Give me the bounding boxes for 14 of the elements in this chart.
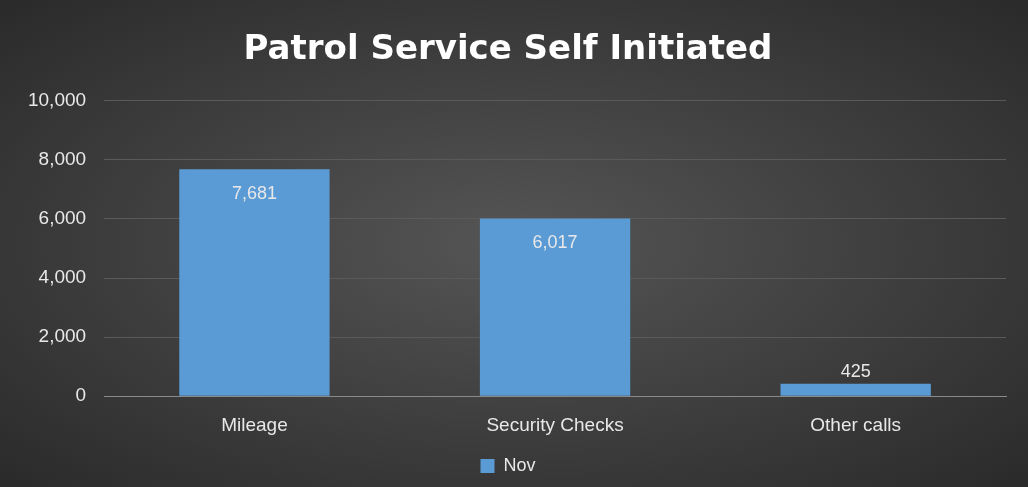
data-label: 425: [840, 360, 871, 381]
y-tick-label: 2,000: [38, 325, 87, 347]
y-tick-label: 8,000: [38, 148, 87, 170]
data-label: 7,681: [231, 183, 277, 204]
y-tick-label: 10,000: [27, 89, 87, 111]
y-tick-label: 6,000: [38, 207, 87, 229]
legend-label: Nov: [503, 454, 536, 475]
y-tick-label: 0: [75, 384, 87, 406]
x-tick-label: Mileage: [221, 413, 288, 435]
y-tick-label: 4,000: [38, 266, 87, 288]
chart-title: Patrol Service Self Initiated: [243, 27, 773, 68]
x-tick-label: Other calls: [810, 413, 902, 435]
x-tick-label: Security Checks: [486, 413, 624, 435]
data-label: 6,017: [532, 232, 578, 253]
